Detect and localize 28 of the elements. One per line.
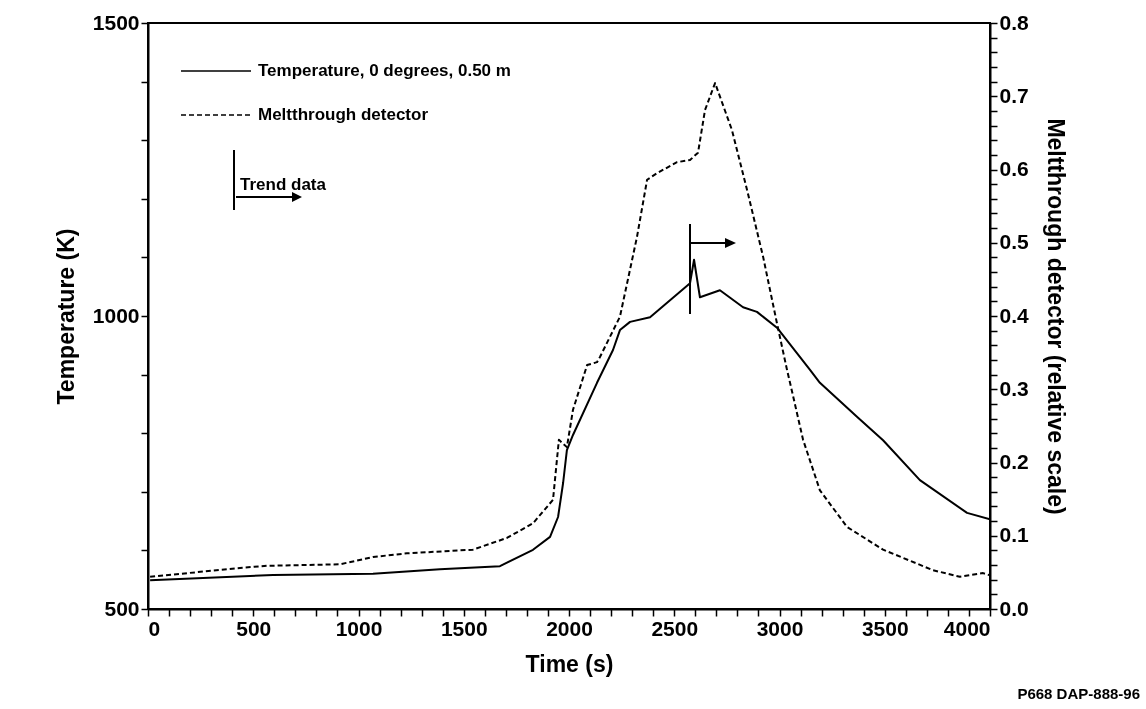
x-tick-label: 2000 [546,616,593,640]
y-tick-label: 500 [104,596,140,620]
y2-tick-label: 0.2 [999,450,1029,473]
x-tick-label: 3000 [756,616,804,640]
x-tick-label: 4000 [943,616,991,640]
x-tick-label: 0 [148,616,161,640]
x-tick-label: 1000 [335,616,383,640]
legend-label: Meltthrough detector [258,105,429,124]
text: P668 DAP-888-96 [1017,685,1140,702]
x-tick-label: 2500 [651,616,699,640]
x-tick-label: 1500 [440,616,488,640]
y2-tick-label: 0.6 [999,157,1029,180]
y-axis-title: Temperature (K) [52,228,79,405]
y2-tick-label: 0.4 [999,303,1030,327]
y2-tick-label: 0.1 [999,523,1030,547]
y2-tick-label: 0.7 [999,83,1029,107]
y-tick-label: 1500 [92,10,140,34]
y2-tick-label: 0.0 [999,596,1029,620]
legend-label: Temperature, 0 degrees, 0.50 m [258,61,511,80]
x-tick-label: 500 [236,616,272,640]
y2-tick-label: 0.8 [999,10,1030,34]
y2-tick-label: 0.5 [999,230,1030,254]
y-tick-label: 1000 [92,303,140,327]
x-axis-title: Time (s) [525,650,614,677]
annotation: Trend data [240,175,327,194]
y2-axis-title: Meltthrough detector (relative scale) [1042,118,1069,515]
y2-tick-label: 0.3 [999,376,1029,400]
x-tick-label: 3500 [861,616,909,640]
